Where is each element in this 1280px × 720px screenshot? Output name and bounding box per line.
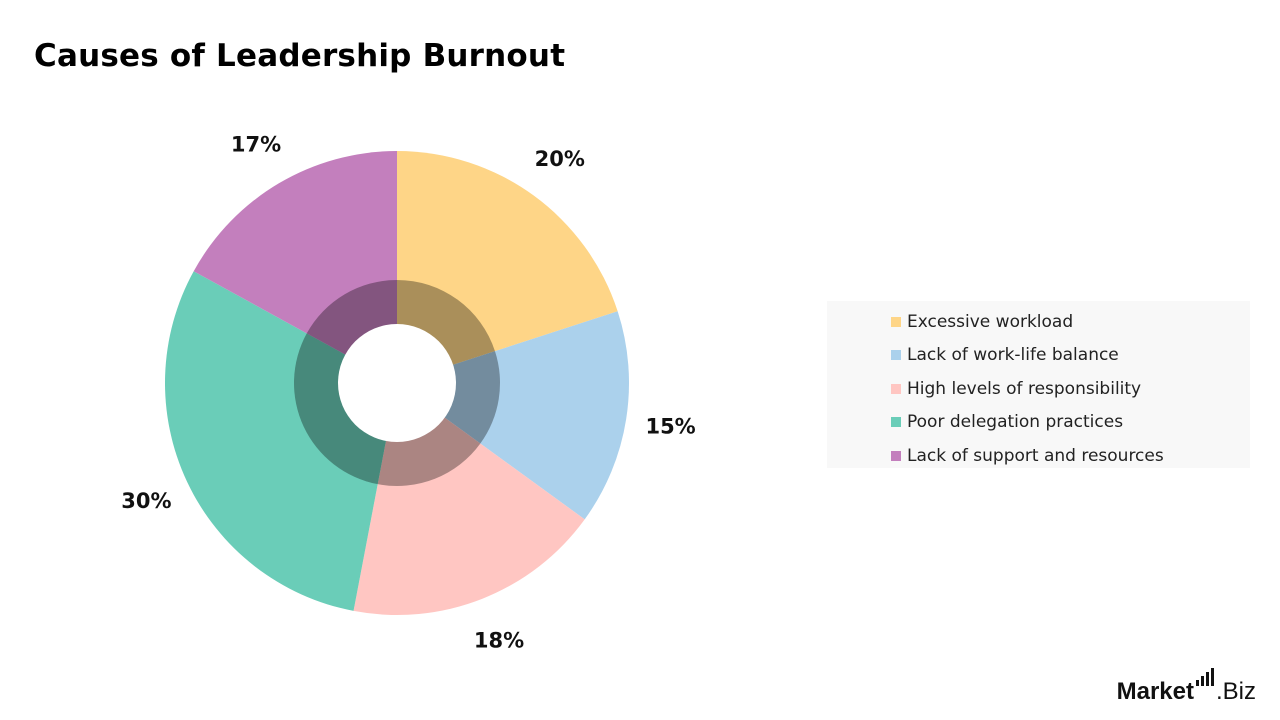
slice-label-excessive-workload: 20% [535,147,585,171]
legend-item-excessive-workload: Excessive workload [891,305,1250,339]
bar-chart-icon [1195,668,1214,686]
slice-label-lack-of-work-life-balance: 15% [645,414,695,438]
legend: Excessive workload Lack of work-life bala… [827,301,1250,468]
legend-item-poor-delegation-practices: Poor delegation practices [891,406,1250,440]
legend-swatch [891,417,901,428]
legend-label: Poor delegation practices [907,412,1124,433]
brand-logo: Market .Biz [1117,668,1256,706]
slice-label-lack-of-support-and-resources: 17% [231,133,281,157]
legend-label: Lack of work-life balance [907,345,1119,366]
legend-item-lack-of-support-and-resources: Lack of support and resources [891,439,1250,473]
brand-name: Market [1116,678,1194,705]
legend-label: Lack of support and resources [907,445,1164,466]
center-hole [338,324,456,442]
legend-swatch [891,383,901,394]
legend-item-lack-of-work-life-balance: Lack of work-life balance [891,339,1250,373]
legend-swatch [891,450,901,461]
brand-suffix: .Biz [1215,678,1256,705]
slice-label-high-levels-of-responsibility: 18% [474,629,524,653]
legend-item-high-levels-of-responsibility: High levels of responsibility [891,372,1250,406]
pie-slice-lack-of-work-life-balance [397,311,630,520]
percentage-labels: 20% 15% 18% 30% 17% [121,133,695,653]
legend-label: High levels of responsibility [907,378,1142,399]
chart-title: Causes of Leadership Burnout [34,38,566,74]
legend-swatch [891,350,901,361]
legend-swatch [891,316,901,327]
pie-slices [165,151,630,615]
legend-label: Excessive workload [907,311,1074,332]
slice-label-poor-delegation-practices: 30% [121,489,171,513]
